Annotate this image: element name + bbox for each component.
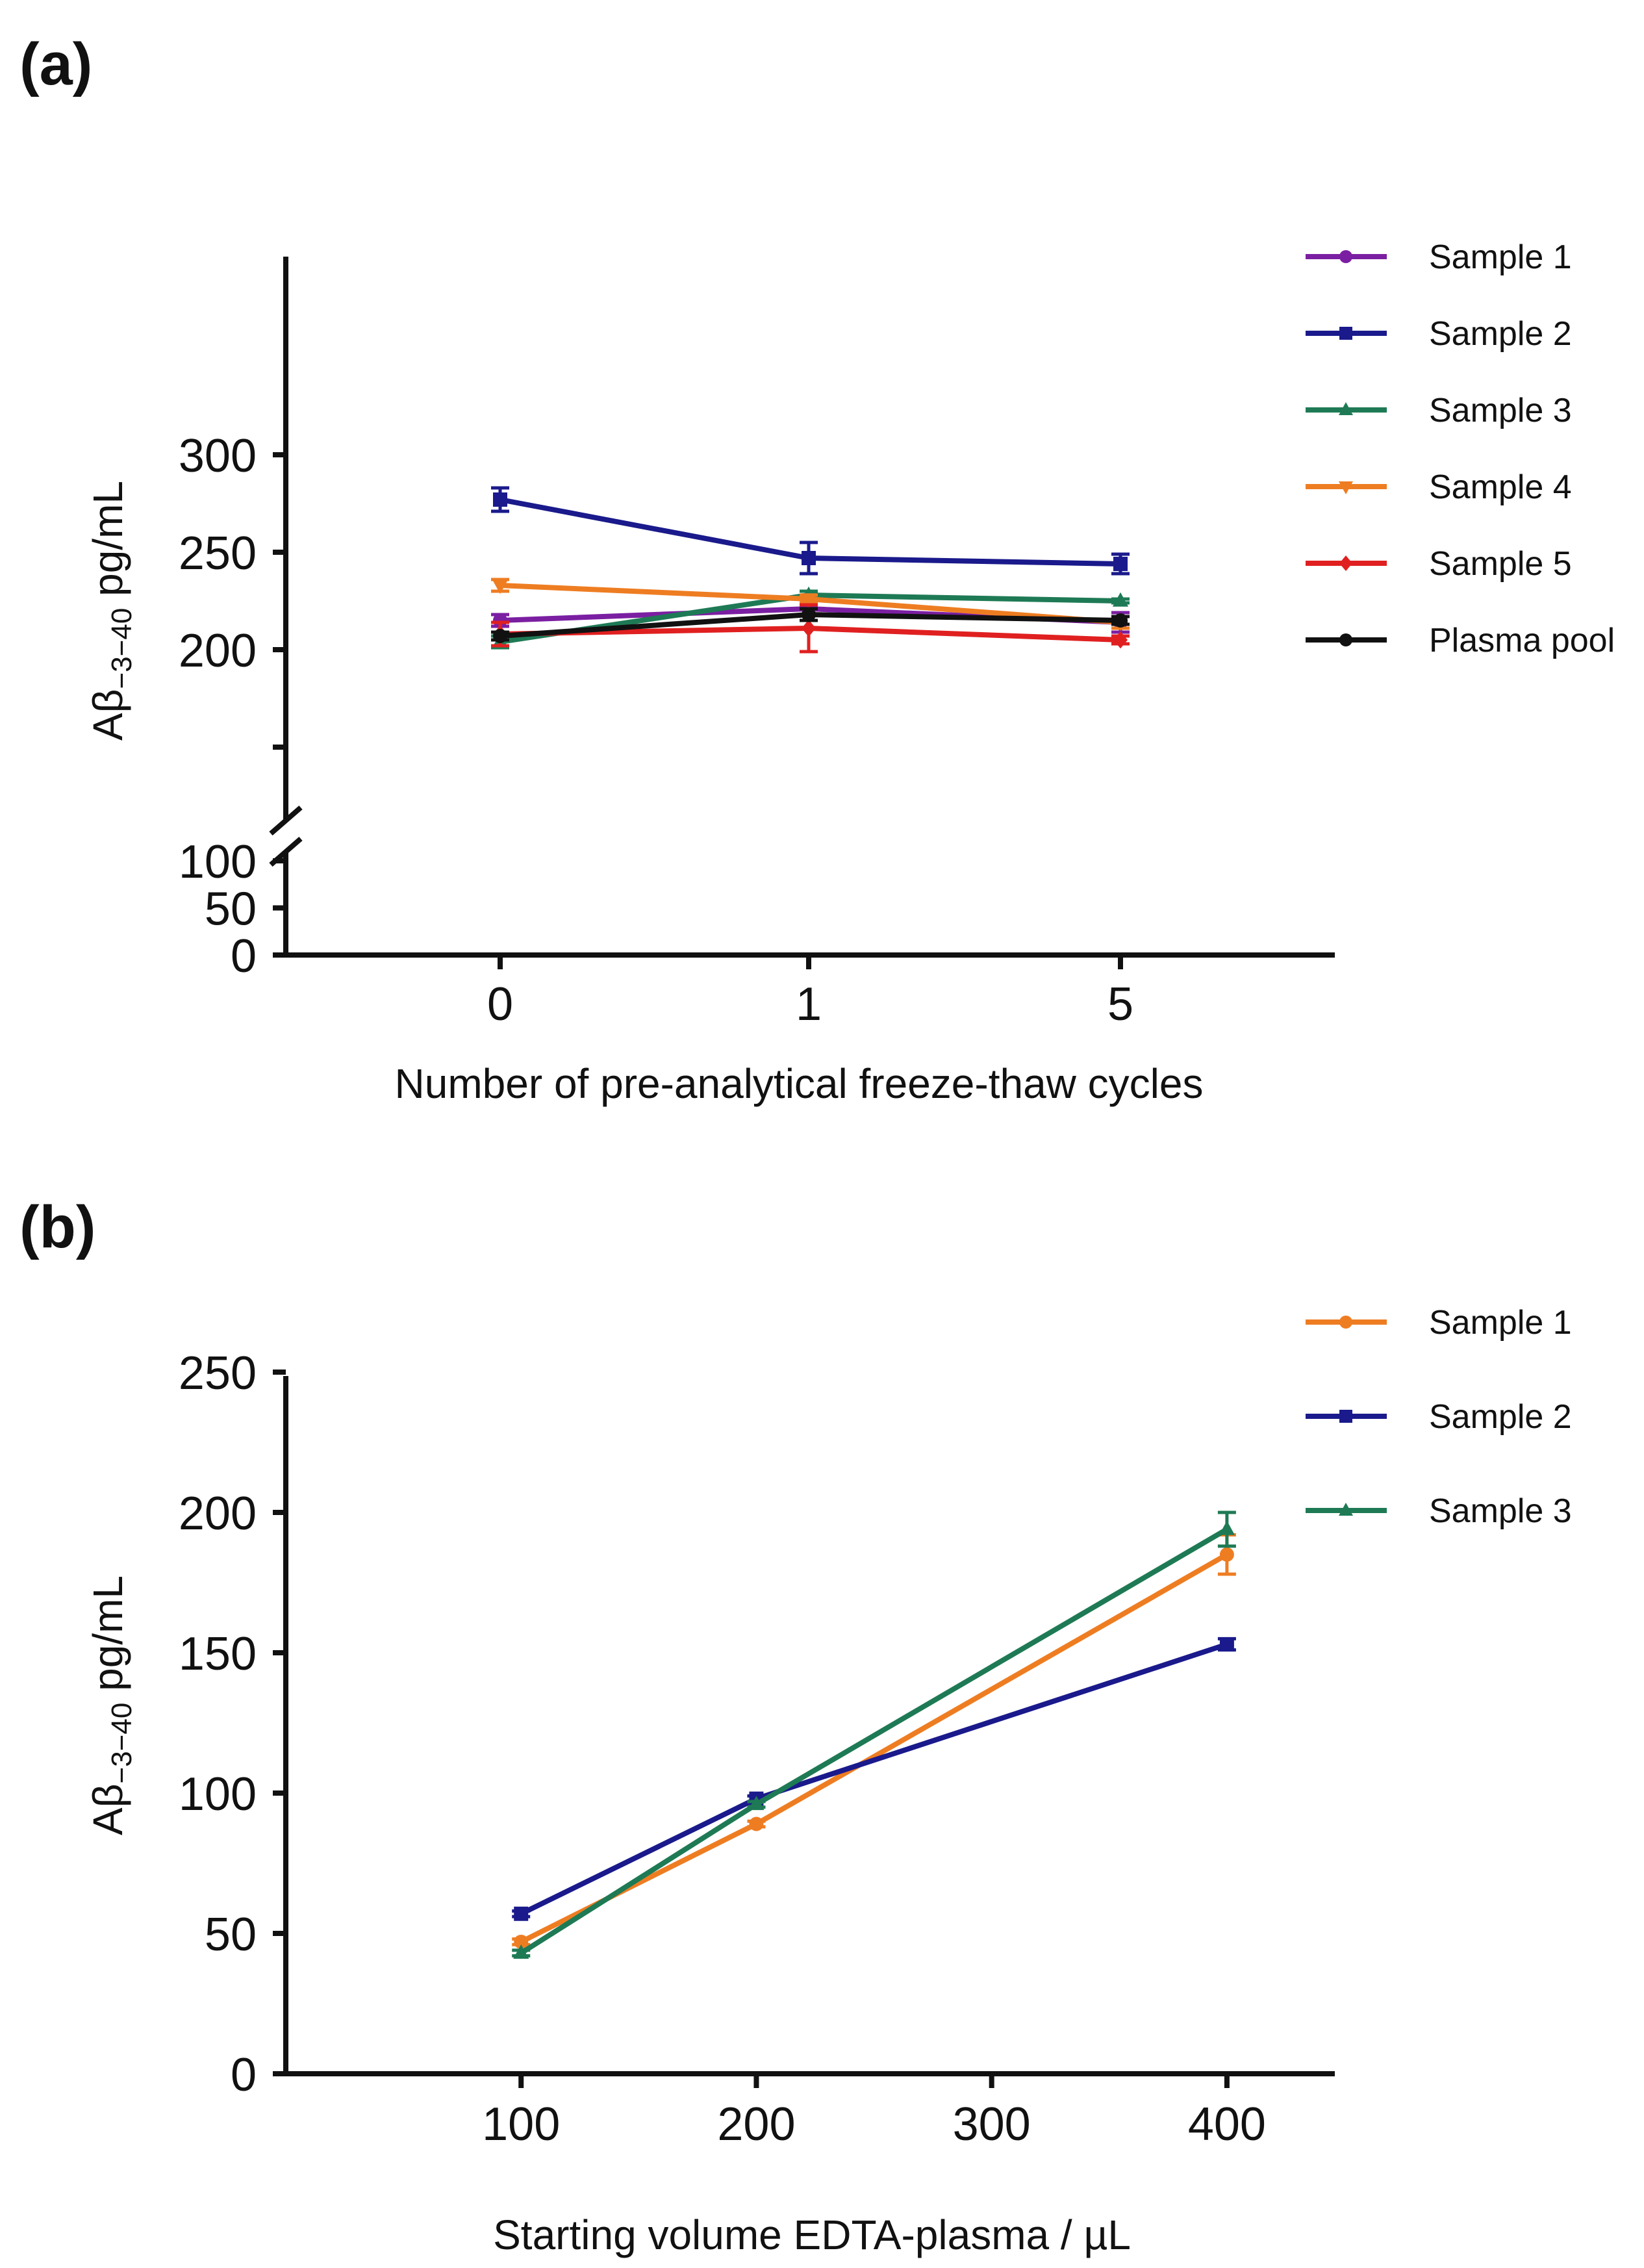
- data-point: [802, 619, 816, 637]
- y-tick-label: 0: [231, 930, 257, 982]
- panel-b-series: [512, 1510, 1236, 1959]
- x-tick-label: 1: [796, 978, 822, 1030]
- x-tick-label: 100: [482, 2098, 560, 2150]
- legend-swatch-marker: [1339, 1410, 1352, 1423]
- data-point: [514, 1934, 529, 1949]
- y-tick-label: 50: [205, 884, 257, 936]
- data-point: [1113, 613, 1128, 628]
- legend-swatch-marker: [1339, 327, 1352, 340]
- panel-a-legend-item: Sample 3: [1306, 392, 1572, 429]
- data-point: [1219, 1520, 1235, 1535]
- x-tick-label: 400: [1188, 2098, 1266, 2150]
- panel-a-y-axis: [269, 257, 303, 956]
- panel-a-x-ticks: 0 1 5: [487, 955, 1133, 1030]
- panel-b: (b) Aβ−3−40 pg/mL 0 50 100 150 200 250 100 200…: [19, 1194, 1572, 2258]
- y-tick-label: 250: [179, 1347, 257, 1399]
- y-tick-label: 50: [205, 1909, 257, 1961]
- legend-label: Sample 5: [1429, 545, 1572, 583]
- legend-swatch-marker: [1339, 250, 1352, 263]
- legend-label: Sample 1: [1429, 238, 1572, 276]
- panel-b-x-ticks: 100 200 300 400: [482, 2074, 1266, 2150]
- data-point: [493, 629, 507, 643]
- data-point: [492, 580, 509, 594]
- x-tick-label: 200: [717, 2098, 795, 2150]
- panel-a-legend-item: Plasma pool: [1306, 622, 1615, 659]
- panel-a-y-axis-title: Aβ−3−40 pg/mL: [84, 481, 138, 741]
- legend-label: Sample 4: [1429, 468, 1572, 506]
- panel-b-legend: Sample 1 Sample 2 Sample 3: [1306, 1304, 1572, 1530]
- data-point: [514, 1906, 529, 1921]
- data-point: [1112, 592, 1129, 607]
- panel-a-series: [491, 486, 1130, 654]
- x-tick-label: 300: [953, 2098, 1031, 2150]
- legend-swatch-marker: [1339, 481, 1353, 494]
- data-point: [1219, 1547, 1234, 1562]
- legend-swatch-marker: [1339, 402, 1353, 415]
- data-point: [1219, 1637, 1234, 1652]
- panel-b-label: (b): [19, 1194, 95, 1260]
- x-tick-label: 0: [487, 978, 513, 1030]
- y-tick-label: 0: [231, 2049, 257, 2101]
- panel-a-legend-item: Sample 4: [1306, 468, 1572, 506]
- data-point: [1113, 631, 1128, 649]
- panel-b-series-sample-3: [512, 1510, 1236, 1959]
- y-tick-label: 100: [179, 1768, 257, 1820]
- data-point: [493, 492, 507, 507]
- panel-a-axis-break-mark-upper: [269, 805, 303, 836]
- panel-b-series-sample-2: [512, 1637, 1236, 1921]
- panel-b-y-axis-title: Aβ−3−40 pg/mL: [84, 1575, 138, 1835]
- y-tick-label: 200: [179, 1488, 257, 1540]
- panel-a-series-sample-2: [491, 486, 1130, 576]
- data-point: [749, 1816, 764, 1831]
- legend-swatch-marker: [1339, 1316, 1352, 1329]
- panel-a-legend-item: Sample 1: [1306, 238, 1572, 276]
- x-tick-label: 5: [1107, 978, 1133, 1030]
- data-point: [802, 607, 816, 622]
- legend-label: Sample 1: [1429, 1304, 1572, 1342]
- data-point: [513, 1944, 529, 1959]
- series-line: [520, 1642, 1228, 1917]
- panel-b-legend-item: Sample 3: [1306, 1492, 1572, 1530]
- legend-label: Plasma pool: [1429, 622, 1615, 659]
- y-tick-label: 250: [179, 528, 257, 580]
- panel-b-x-axis-title: Starting volume EDTA-plasma / µL: [493, 2211, 1131, 2258]
- y-tick-label: 100: [179, 836, 257, 888]
- panel-a-legend-item: Sample 5: [1306, 545, 1572, 583]
- data-point: [802, 551, 816, 565]
- panel-b-y-ticks: 0 50 100 150 200 250: [179, 1347, 286, 2101]
- legend-swatch-marker: [1339, 1503, 1353, 1516]
- legend-label: Sample 2: [1429, 315, 1572, 353]
- panel-a-legend-item: Sample 2: [1306, 315, 1572, 353]
- y-tick-label: 200: [179, 625, 257, 677]
- y-tick-label: 300: [179, 430, 257, 482]
- legend-swatch-marker: [1339, 555, 1352, 571]
- legend-label: Sample 3: [1429, 392, 1572, 429]
- panel-a-legend: Sample 1 Sample 2 Sample 3 Sample 4 Sample 5…: [1306, 238, 1615, 659]
- panel-b-legend-item: Sample 1: [1306, 1304, 1572, 1342]
- y-tick-label: 150: [179, 1628, 257, 1680]
- legend-swatch-marker: [1339, 633, 1352, 646]
- data-point: [800, 593, 817, 608]
- panel-b-legend-item: Sample 2: [1306, 1398, 1572, 1436]
- panel-a-series-plasma-pool: [491, 607, 1130, 643]
- panel-a-x-axis-title: Number of pre-analytical freeze-thaw cyc…: [395, 1060, 1204, 1107]
- data-point: [1113, 557, 1128, 571]
- panel-a-label: (a): [19, 31, 92, 97]
- data-point: [748, 1796, 765, 1811]
- legend-label: Sample 2: [1429, 1398, 1572, 1436]
- panel-b-series-sample-1: [512, 1533, 1236, 1949]
- legend-label: Sample 3: [1429, 1492, 1572, 1530]
